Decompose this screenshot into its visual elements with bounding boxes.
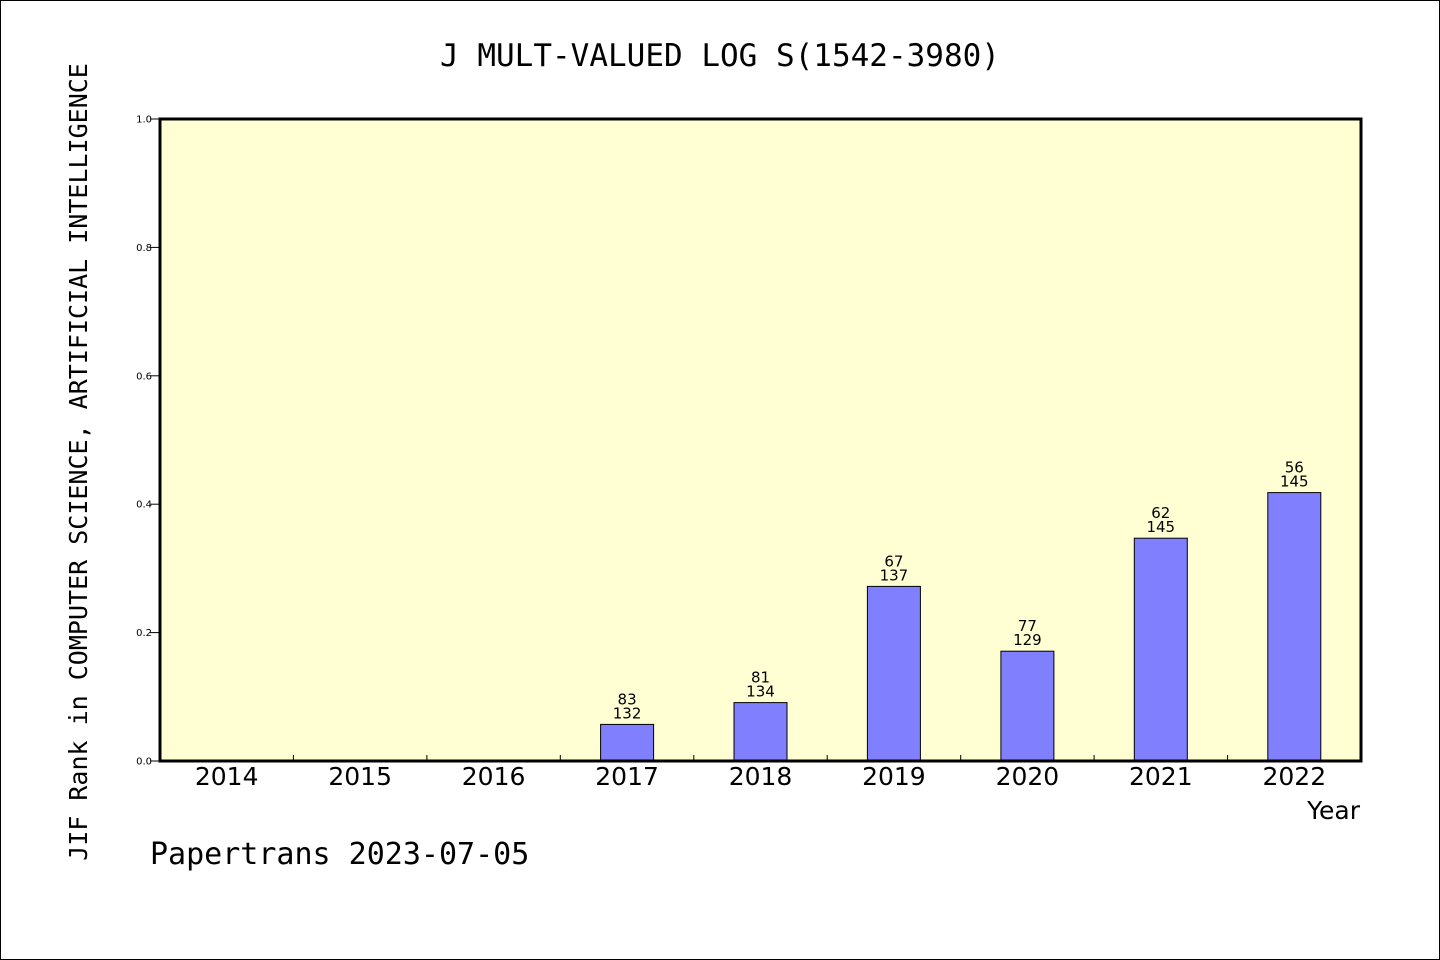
y-tick-label-0.6: 0.6	[136, 371, 152, 382]
x-tick-label-2018: 2018	[729, 762, 793, 791]
y-tick-label-0.2: 0.2	[136, 628, 152, 639]
x-tick-label-2015: 2015	[328, 762, 392, 791]
bar-label-total-2019: 137	[880, 566, 909, 584]
bar-label-total-2017: 132	[613, 704, 642, 722]
bars-layer	[600, 492, 1322, 762]
y-tick-label-0.0: 0.0	[136, 757, 152, 768]
x-tick-label-2019: 2019	[862, 762, 926, 791]
x-tick-label-2016: 2016	[462, 762, 526, 791]
chart-title: J MULT-VALUED LOG S(1542-3980)	[440, 38, 1000, 74]
y-axis: 0.0 0.2 0.4 0.6 0.8 1.0	[136, 115, 160, 768]
bar-2020	[1000, 650, 1055, 762]
bar-label-total-2018: 134	[746, 683, 775, 701]
y-tick-label-0.4: 0.4	[136, 500, 152, 511]
bar-label-rank-2018: 81	[751, 669, 770, 687]
bar-2017	[600, 723, 655, 762]
bar-label-rank-2022: 56	[1285, 459, 1304, 477]
x-axis-label: Year	[1306, 796, 1361, 825]
bar-label-rank-2019: 67	[884, 552, 903, 570]
x-tick-label-2021: 2021	[1129, 762, 1193, 791]
x-tick-label-2017: 2017	[595, 762, 659, 791]
footer-credit: Papertrans 2023-07-05	[150, 837, 529, 872]
bar-label-rank-2021: 62	[1151, 504, 1170, 522]
x-axis: 2014 2015 2016 2017 2018 2019 2020 2021 2022	[195, 755, 1326, 791]
bar-2021	[1133, 537, 1188, 762]
x-tick-label-2014: 2014	[195, 762, 259, 791]
bar-label-total-2022: 145	[1280, 473, 1309, 491]
bar-2022	[1267, 492, 1322, 762]
y-tick-label-1.0: 1.0	[136, 115, 152, 126]
bar-2019	[866, 585, 921, 762]
bar-2018	[733, 702, 788, 762]
bar-label-total-2020: 129	[1013, 631, 1042, 649]
x-tick-label-2022: 2022	[1262, 762, 1326, 791]
y-tick-label-0.8: 0.8	[136, 243, 152, 254]
plot-border	[158, 117, 1363, 763]
y-axis-label: JIF Rank in COMPUTER SCIENCE, ARTIFICIAL…	[64, 63, 93, 861]
x-tick-label-2020: 2020	[996, 762, 1060, 791]
bar-label-rank-2020: 77	[1018, 617, 1037, 635]
bar-label-rank-2017: 83	[618, 690, 637, 708]
bar-label-total-2021: 145	[1146, 518, 1175, 536]
